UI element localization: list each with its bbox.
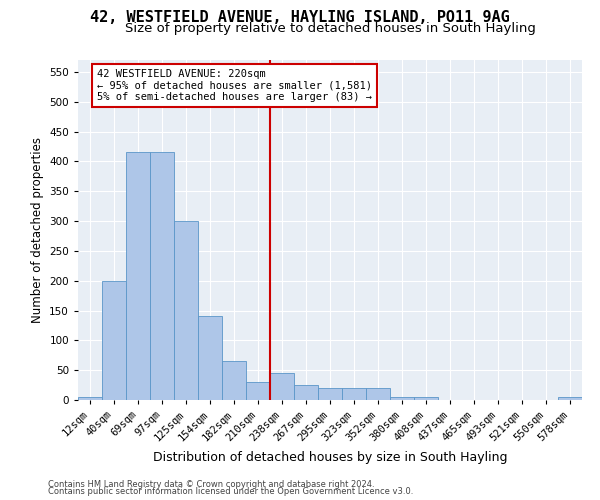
Bar: [270, 373, 294, 400]
Bar: [102, 280, 126, 400]
X-axis label: Distribution of detached houses by size in South Hayling: Distribution of detached houses by size …: [153, 451, 507, 464]
Text: 42, WESTFIELD AVENUE, HAYLING ISLAND, PO11 9AG: 42, WESTFIELD AVENUE, HAYLING ISLAND, PO…: [90, 10, 510, 25]
Bar: [222, 361, 246, 400]
Bar: [414, 397, 438, 400]
Y-axis label: Number of detached properties: Number of detached properties: [31, 137, 44, 323]
Title: Size of property relative to detached houses in South Hayling: Size of property relative to detached ho…: [125, 22, 535, 35]
Bar: [318, 388, 342, 400]
Bar: [174, 221, 198, 400]
Bar: [246, 382, 270, 400]
Bar: [294, 385, 318, 400]
Bar: [126, 152, 150, 400]
Bar: [390, 397, 414, 400]
Bar: [150, 152, 174, 400]
Bar: [342, 388, 366, 400]
Bar: [78, 397, 102, 400]
Bar: [198, 316, 222, 400]
Text: Contains public sector information licensed under the Open Government Licence v3: Contains public sector information licen…: [48, 487, 413, 496]
Text: Contains HM Land Registry data © Crown copyright and database right 2024.: Contains HM Land Registry data © Crown c…: [48, 480, 374, 489]
Text: 42 WESTFIELD AVENUE: 220sqm
← 95% of detached houses are smaller (1,581)
5% of s: 42 WESTFIELD AVENUE: 220sqm ← 95% of det…: [97, 69, 372, 102]
Bar: [558, 397, 582, 400]
Bar: [366, 388, 390, 400]
